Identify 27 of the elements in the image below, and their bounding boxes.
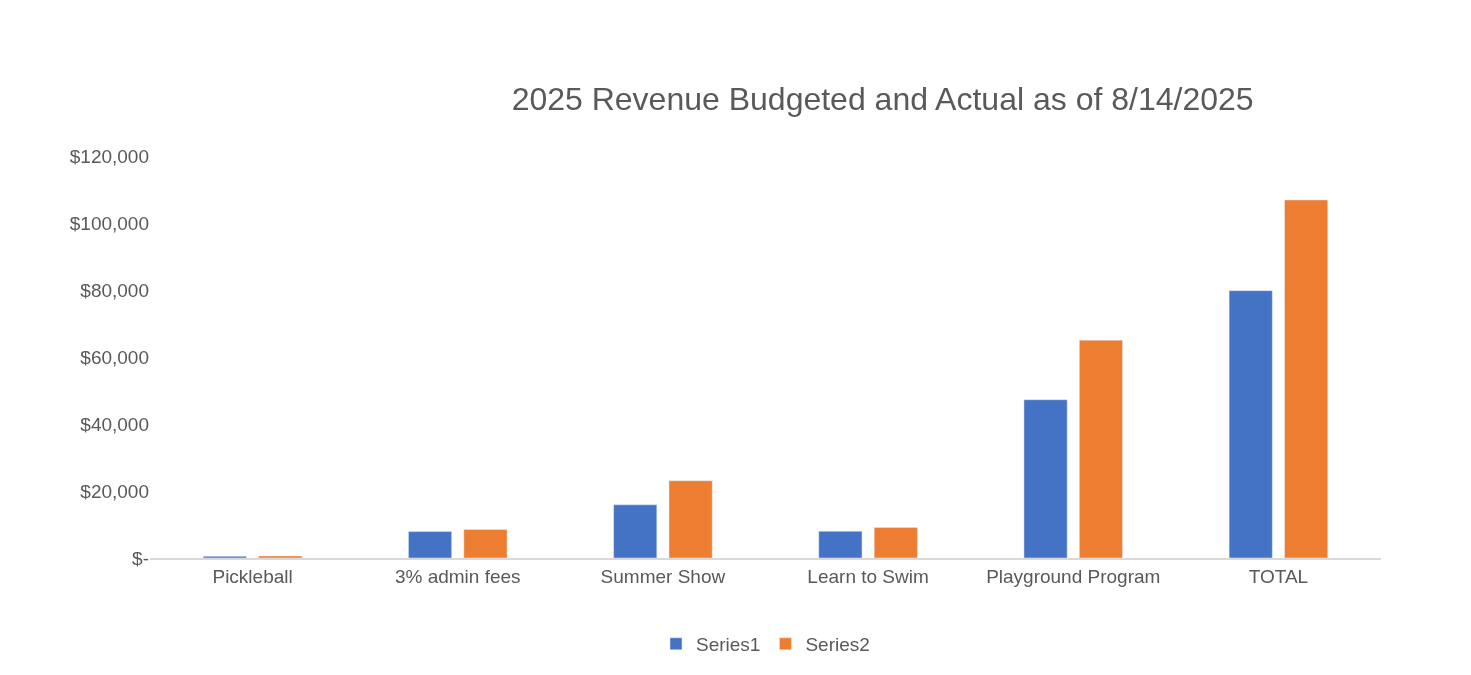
- bar: [613, 504, 658, 558]
- y-tick-label: $60,000: [80, 346, 149, 368]
- x-tick-label: TOTAL: [1248, 565, 1309, 587]
- x-tick-label: Learn to Swim: [807, 565, 929, 587]
- bar: [1228, 290, 1273, 558]
- y-tick-label: $120,000: [69, 146, 149, 168]
- y-tick-label: $40,000: [80, 413, 149, 435]
- x-tick-label: Playground Program: [986, 565, 1161, 587]
- bar: [873, 527, 918, 558]
- bar: [1023, 399, 1068, 558]
- y-tick-label: $20,000: [80, 480, 149, 502]
- bar: [408, 531, 452, 558]
- y-tick-label: $100,000: [69, 213, 149, 235]
- legend-label: Series1: [696, 634, 761, 656]
- x-tick-label: Pickleball: [212, 565, 293, 587]
- bar: [463, 529, 508, 558]
- bar: [818, 530, 863, 558]
- bar: [258, 555, 303, 558]
- x-tick-label: 3% admin fees: [394, 565, 521, 587]
- chart-title: 2025 Revenue Budgeted and Actual as of 8/14/2025: [511, 81, 1254, 118]
- bar: [1284, 199, 1328, 558]
- y-tick-label: $-: [132, 547, 149, 569]
- bar: [1079, 339, 1123, 558]
- x-tick-label: Summer Show: [600, 565, 726, 587]
- legend-label: Series2: [805, 634, 870, 656]
- y-tick-label: $80,000: [80, 279, 149, 301]
- bar: [668, 480, 713, 558]
